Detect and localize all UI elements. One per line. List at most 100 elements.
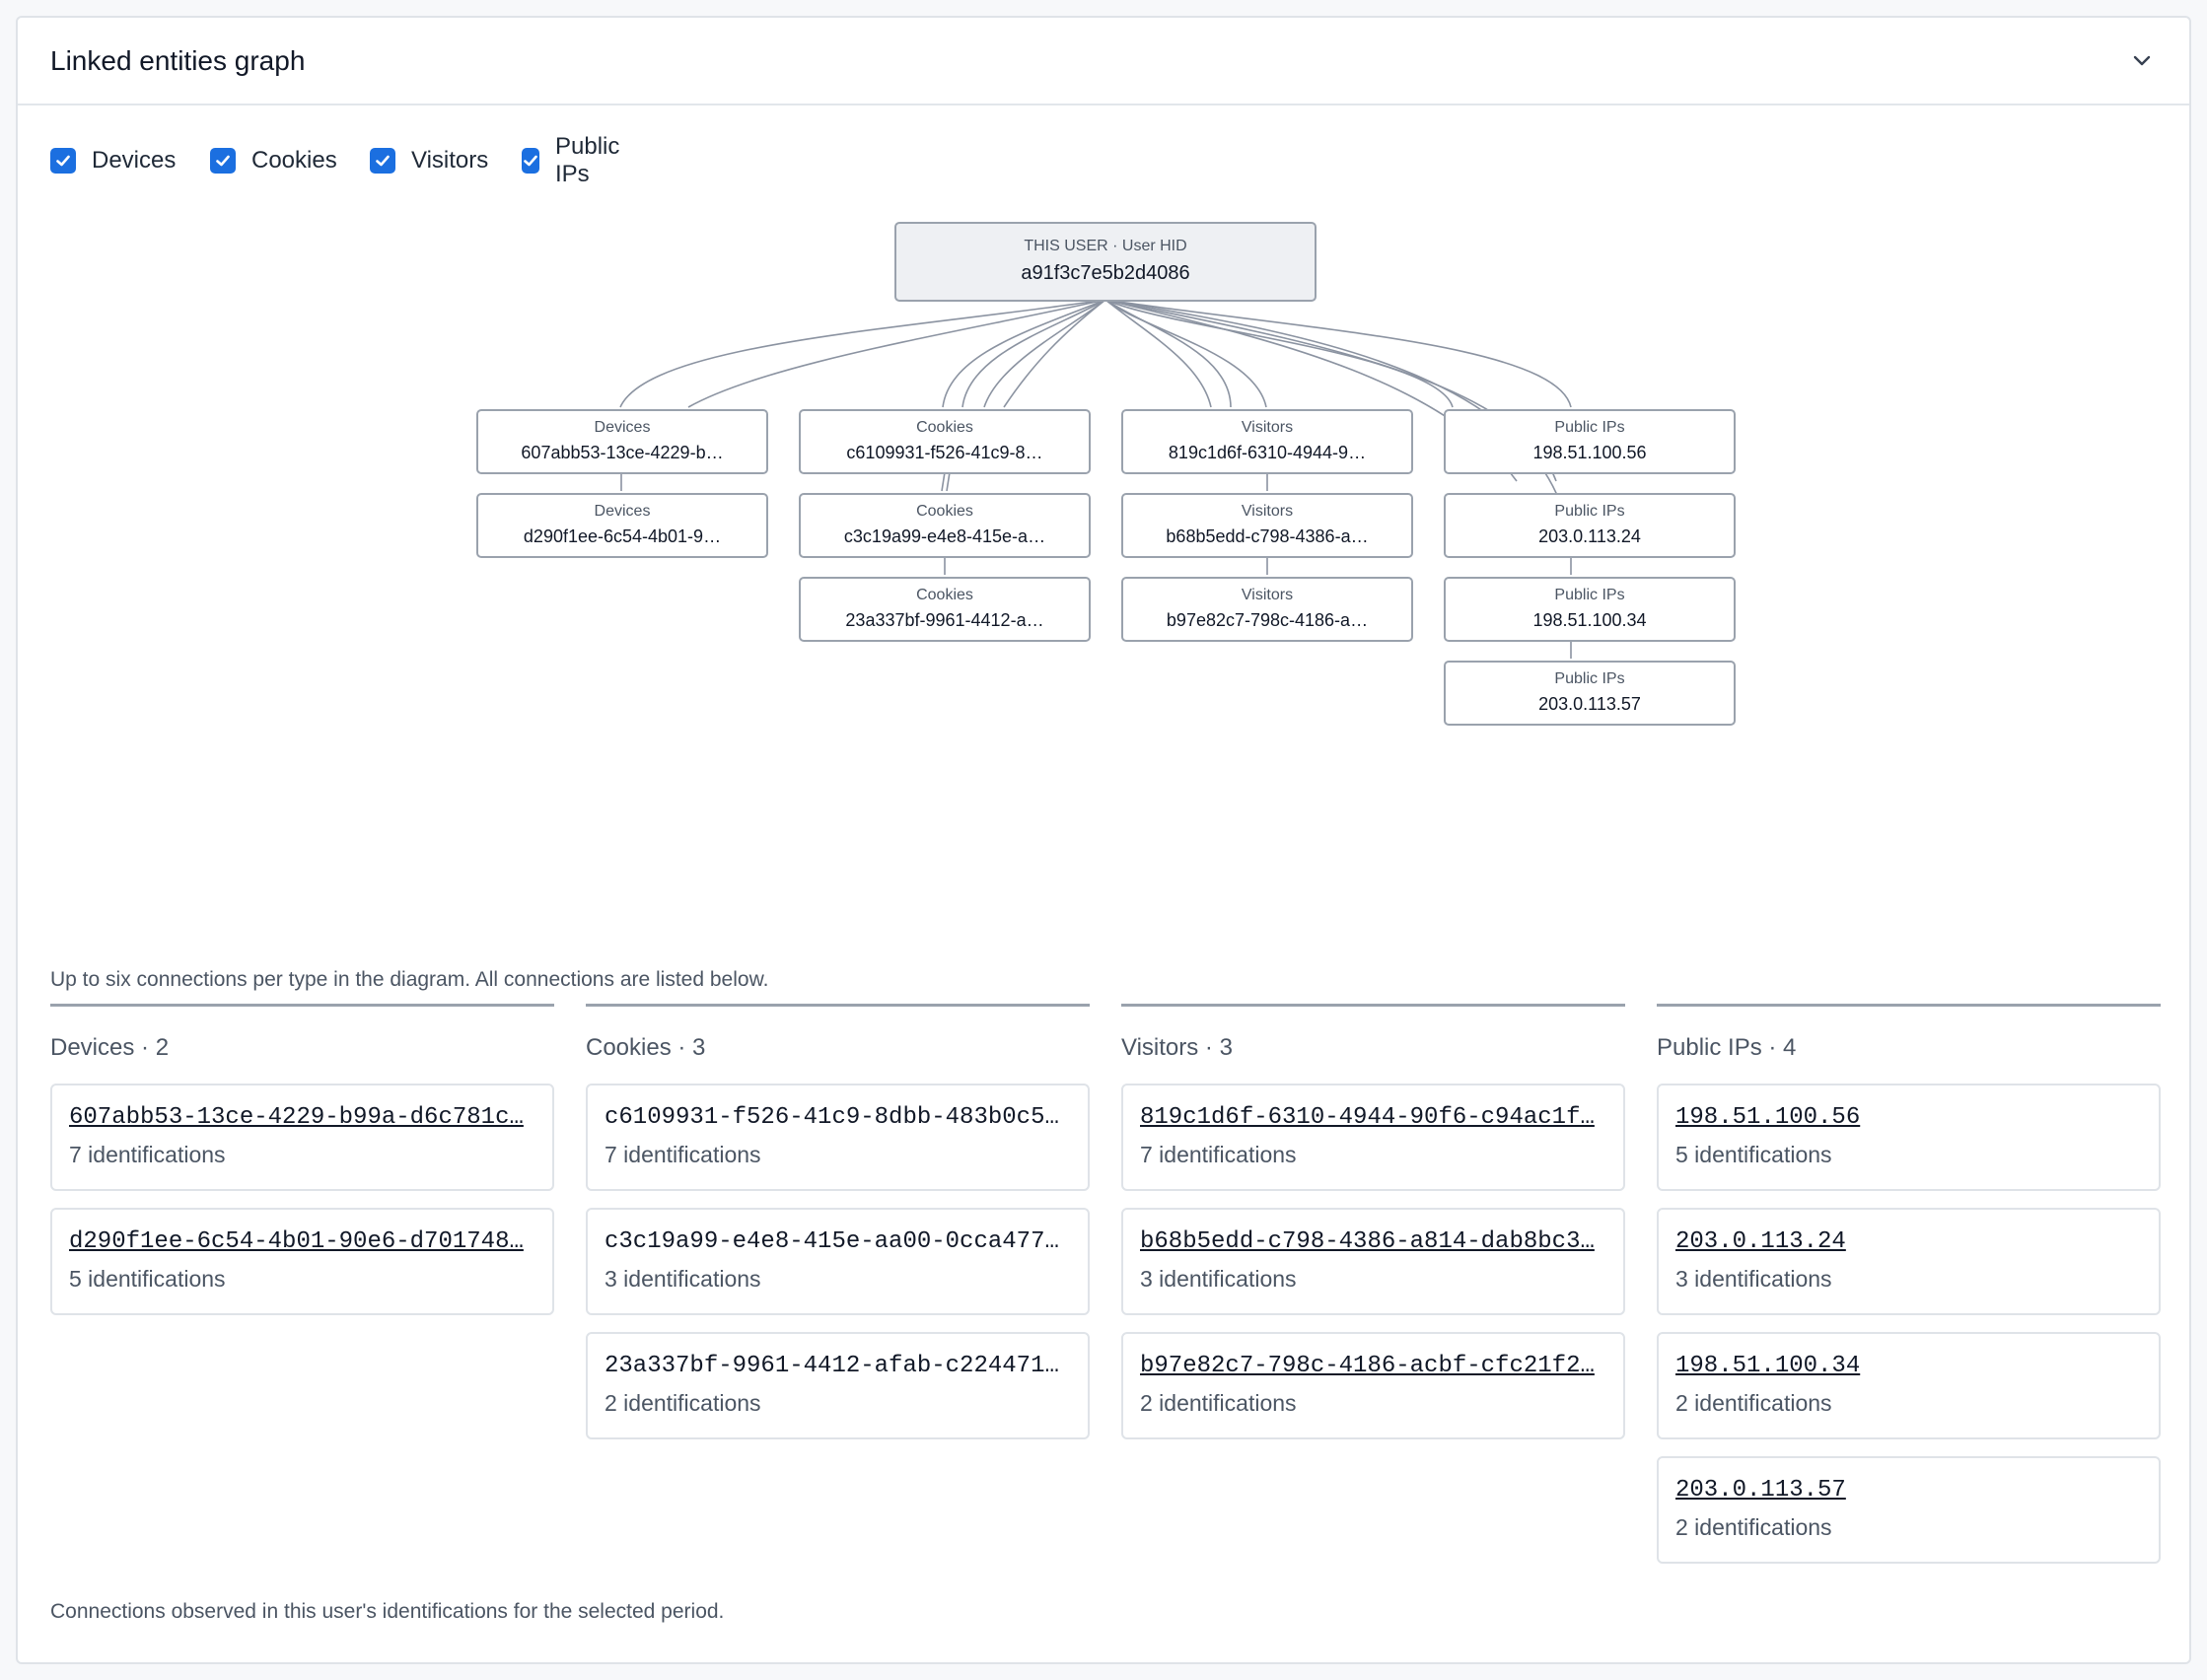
- node-type: Visitors: [1241, 503, 1294, 520]
- entity-id: 23a337bf-9961-4412-afab-c224471…: [605, 1353, 1059, 1379]
- graph-edge: [983, 299, 1106, 408]
- filter-label: Cookies: [251, 147, 337, 174]
- identification-count: 7 identifications: [1140, 1142, 1297, 1167]
- node-type: Public IPs: [1554, 419, 1625, 436]
- check-icon: [216, 155, 230, 167]
- identification-count: 7 identifications: [605, 1142, 761, 1167]
- node-value: 203.0.113.57: [1538, 694, 1641, 714]
- graph-node-public-ip[interactable]: Public IPs 203.0.113.57: [1444, 661, 1736, 726]
- entity-link[interactable]: d290f1ee-6c54-4b01-90e6-d701748…: [69, 1228, 524, 1255]
- root-user-node[interactable]: THIS USER · User HID a91f3c7e5b2d4086: [894, 222, 1317, 302]
- node-type: Public IPs: [1554, 670, 1625, 687]
- list-title: Cookies · 3: [586, 1034, 706, 1061]
- entity-id: c6109931-f526-41c9-8dbb-483b0c5…: [605, 1104, 1059, 1131]
- public-ips-checkbox[interactable]: [522, 148, 539, 174]
- footer-note: Connections observed in this user's iden…: [50, 1600, 725, 1623]
- graph-node-device[interactable]: Devices 607abb53-13ce-4229-b…: [476, 409, 768, 474]
- card-title: Linked entities graph: [50, 45, 306, 76]
- list-public-ips: Public IPs · 4 198.51.100.56 5 identific…: [1657, 1004, 2161, 1580]
- list-item: c3c19a99-e4e8-415e-aa00-0cca477… 3 ident…: [586, 1208, 1090, 1315]
- graph-edge: [942, 299, 1106, 408]
- identification-count: 2 identifications: [1675, 1390, 1832, 1416]
- visitors-checkbox[interactable]: [370, 148, 395, 174]
- graph-edges: [619, 299, 1572, 659]
- graph-edge: [619, 299, 1106, 408]
- graph-node-visitor[interactable]: Visitors b68b5edd-c798-4386-a…: [1121, 493, 1413, 558]
- divider: [50, 1004, 554, 1007]
- identification-count: 2 identifications: [1140, 1390, 1297, 1416]
- list-item: 203.0.113.57 2 identifications: [1657, 1456, 2161, 1564]
- graph-edge: [687, 299, 1106, 408]
- entity-link[interactable]: 203.0.113.57: [1675, 1477, 1846, 1504]
- devices-checkbox[interactable]: [50, 148, 76, 174]
- filter-public-ips[interactable]: Public IPs: [522, 133, 627, 187]
- entity-link[interactable]: b97e82c7-798c-4186-acbf-cfc21f2…: [1140, 1353, 1595, 1379]
- check-icon: [376, 155, 390, 167]
- list-title: Devices · 2: [50, 1034, 170, 1061]
- node-type: Devices: [594, 503, 651, 520]
- list-title: Visitors · 3: [1121, 1034, 1233, 1061]
- graph-node-visitor[interactable]: Visitors 819c1d6f-6310-4944-9…: [1121, 409, 1413, 474]
- filter-visitors[interactable]: Visitors: [370, 143, 488, 178]
- list-title: Public IPs · 4: [1657, 1034, 1797, 1061]
- node-type: Visitors: [1241, 419, 1294, 436]
- graph-edge: [1104, 299, 1212, 408]
- identification-count: 7 identifications: [69, 1142, 226, 1167]
- node-value: c3c19a99-e4e8-415e-a…: [843, 526, 1046, 546]
- list-item: b97e82c7-798c-4186-acbf-cfc21f2… 2 ident…: [1121, 1332, 1625, 1439]
- entity-link[interactable]: 819c1d6f-6310-4944-90f6-c94ac1f…: [1140, 1104, 1595, 1131]
- graph-node-visitor[interactable]: Visitors b97e82c7-798c-4186-a…: [1121, 577, 1413, 642]
- graph-node-public-ip[interactable]: Public IPs 203.0.113.24: [1444, 493, 1736, 558]
- identification-count: 2 identifications: [1675, 1514, 1832, 1540]
- graph-edge: [946, 471, 951, 492]
- graph-node-cookie[interactable]: Cookies c6109931-f526-41c9-8…: [799, 409, 1091, 474]
- chevron-down-icon[interactable]: [2128, 47, 2156, 75]
- entity-link[interactable]: 198.51.100.34: [1675, 1353, 1861, 1379]
- list-devices: Devices · 2 607abb53-13ce-4229-b99a-d6c7…: [50, 1004, 554, 1332]
- list-item: 203.0.113.24 3 identifications: [1657, 1208, 2161, 1315]
- node-type: Devices: [594, 419, 651, 436]
- node-value: 23a337bf-9961-4412-a…: [845, 610, 1044, 630]
- node-value: 819c1d6f-6310-4944-9…: [1168, 443, 1367, 462]
- graph-node-cookie[interactable]: Cookies 23a337bf-9961-4412-a…: [799, 577, 1091, 642]
- entity-link[interactable]: 203.0.113.24: [1675, 1228, 1846, 1255]
- node-value: 198.51.100.56: [1532, 443, 1647, 462]
- node-type: Cookies: [916, 419, 973, 436]
- diagram-note: Up to six connections per type in the di…: [50, 968, 769, 991]
- filter-cookies[interactable]: Cookies: [210, 143, 337, 178]
- graph-node-device[interactable]: Devices d290f1ee-6c54-4b01-9…: [476, 493, 768, 558]
- filter-label: Visitors: [411, 147, 489, 174]
- graph-edge: [941, 471, 946, 492]
- list-cookies: Cookies · 3 c6109931-f526-41c9-8dbb-483b…: [586, 1004, 1090, 1456]
- identification-count: 2 identifications: [605, 1390, 761, 1416]
- node-type: THIS USER · User HID: [1024, 238, 1187, 254]
- list-visitors: Visitors · 3 819c1d6f-6310-4944-90f6-c94…: [1121, 1004, 1625, 1456]
- entity-id: c3c19a99-e4e8-415e-aa00-0cca477…: [605, 1228, 1059, 1255]
- identification-count: 3 identifications: [605, 1266, 761, 1292]
- entity-link[interactable]: 198.51.100.56: [1675, 1104, 1861, 1131]
- node-type: Cookies: [916, 587, 973, 603]
- divider: [1121, 1004, 1625, 1007]
- graph-node-cookie[interactable]: Cookies c3c19a99-e4e8-415e-a…: [799, 493, 1091, 558]
- graph-edge: [1104, 299, 1232, 408]
- node-value: b68b5edd-c798-4386-a…: [1166, 526, 1369, 546]
- node-value: c6109931-f526-41c9-8…: [846, 443, 1043, 462]
- graph-node-public-ip[interactable]: Public IPs 198.51.100.34: [1444, 577, 1736, 642]
- list-item: 607abb53-13ce-4229-b99a-d6c781c… 7 ident…: [50, 1084, 554, 1191]
- linked-entities-card: Linked entities graph Devices Cookies Vi…: [16, 16, 2191, 1664]
- list-item: b68b5edd-c798-4386-a814-dab8bc3… 3 ident…: [1121, 1208, 1625, 1315]
- node-type: Public IPs: [1554, 503, 1625, 520]
- identification-count: 3 identifications: [1140, 1266, 1297, 1292]
- list-item: 198.51.100.56 5 identifications: [1657, 1084, 2161, 1191]
- cookies-checkbox[interactable]: [210, 148, 236, 174]
- entity-link[interactable]: b68b5edd-c798-4386-a814-dab8bc3…: [1140, 1228, 1595, 1255]
- card-header[interactable]: Linked entities graph: [18, 18, 2189, 105]
- list-item: d290f1ee-6c54-4b01-90e6-d701748… 5 ident…: [50, 1208, 554, 1315]
- entity-link[interactable]: 607abb53-13ce-4229-b99a-d6c781c…: [69, 1104, 524, 1131]
- graph-edge: [1003, 299, 1106, 408]
- node-type: Public IPs: [1554, 587, 1625, 603]
- graph-node-public-ip[interactable]: Public IPs 198.51.100.56: [1444, 409, 1736, 474]
- filter-label: Public IPs: [555, 133, 620, 187]
- filter-devices[interactable]: Devices: [50, 143, 176, 178]
- identification-count: 5 identifications: [1675, 1142, 1832, 1167]
